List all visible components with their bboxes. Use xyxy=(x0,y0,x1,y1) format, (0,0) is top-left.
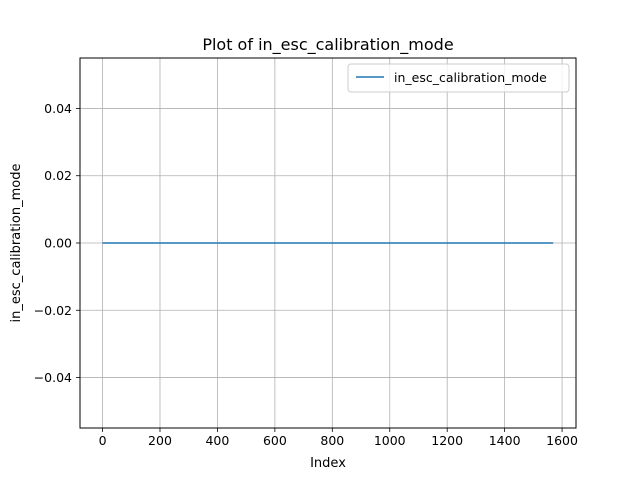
x-axis-ticks: 0 200 400 600 800 1000 1200 1400 1600 xyxy=(99,428,578,448)
chart-title: Plot of in_esc_calibration_mode xyxy=(202,35,453,55)
x-axis-label: Index xyxy=(310,456,346,471)
x-tick-label: 0 xyxy=(99,433,107,448)
legend-label: in_esc_calibration_mode xyxy=(394,70,547,85)
x-tick-label: 1000 xyxy=(374,433,406,448)
x-tick-label: 800 xyxy=(320,433,344,448)
y-tick-label: 0.00 xyxy=(44,236,72,251)
y-tick-label: −0.04 xyxy=(34,370,72,385)
y-axis-label: in_esc_calibration_mode xyxy=(9,164,24,323)
x-tick-label: 400 xyxy=(205,433,229,448)
y-tick-label: 0.02 xyxy=(44,168,72,183)
y-axis-ticks: −0.04 −0.02 0.00 0.02 0.04 xyxy=(34,101,80,385)
y-tick-label: 0.04 xyxy=(44,101,72,116)
legend-box xyxy=(347,63,570,93)
x-tick-label: 1600 xyxy=(546,433,578,448)
x-tick-label: 600 xyxy=(263,433,287,448)
legend: in_esc_calibration_mode xyxy=(347,63,570,93)
y-tick-label: −0.02 xyxy=(34,303,72,318)
x-tick-label: 200 xyxy=(148,433,172,448)
x-tick-label: 1200 xyxy=(431,433,463,448)
x-tick-label: 1400 xyxy=(489,433,521,448)
